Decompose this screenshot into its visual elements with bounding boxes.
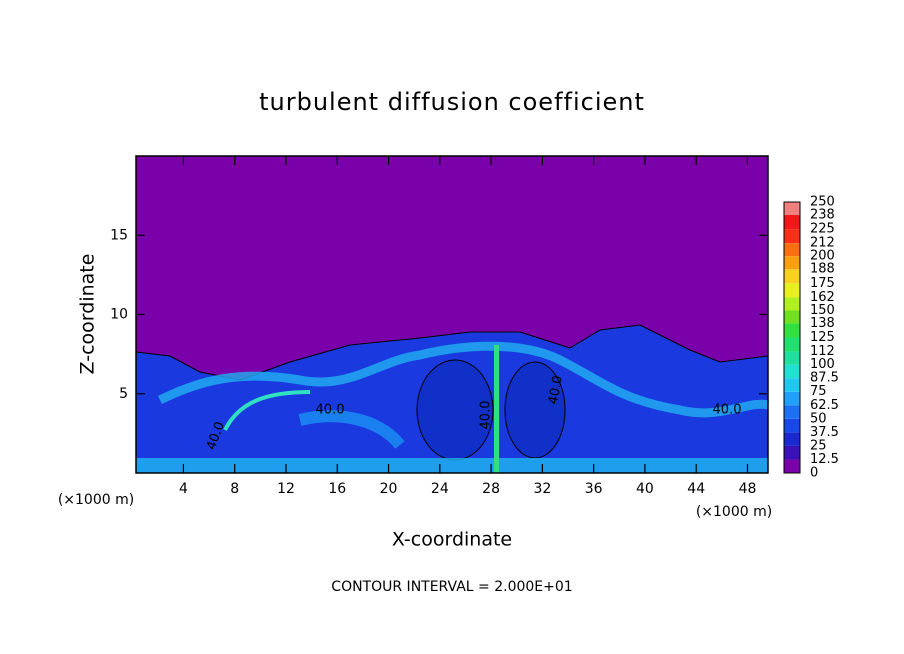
- x-tick-label: 40: [636, 481, 654, 497]
- colorbar-label: 175: [810, 276, 835, 291]
- field: [135, 156, 770, 474]
- x-tick-label: 16: [328, 481, 346, 497]
- surface-layer: [136, 458, 768, 473]
- updraft: [494, 345, 499, 473]
- colorbar-band: [784, 323, 800, 338]
- colorbar-label: 125: [810, 330, 835, 345]
- colorbar-band: [784, 391, 800, 406]
- x-tick-label: 20: [380, 481, 398, 497]
- y-tick-label: 15: [110, 227, 128, 243]
- colorbar-label: 0: [810, 466, 818, 481]
- x-tick-label: 36: [585, 481, 603, 497]
- x-tick-label: 12: [277, 481, 295, 497]
- x-tick-label: 28: [482, 481, 500, 497]
- chart-title: turbulent diffusion coefficient: [259, 88, 645, 116]
- y-tick-label: 10: [110, 307, 128, 323]
- colorbar-band: [784, 418, 800, 433]
- colorbar-frame: [783, 201, 801, 474]
- shear-band: [223, 390, 311, 431]
- colorbar-band: [784, 256, 800, 270]
- colorbar-band: [784, 445, 800, 460]
- colorbar-label: 75: [810, 384, 827, 399]
- colorbar-label: 25: [810, 438, 827, 453]
- shear-band: [157, 341, 770, 418]
- colorbar-label: 50: [810, 411, 827, 426]
- colorbar-label: 12.5: [810, 452, 839, 467]
- colorbar-label: 138: [810, 316, 835, 331]
- colorbar-band: [784, 459, 800, 473]
- colorbar-label: 100: [810, 357, 835, 372]
- x-tick-label: 32: [533, 481, 551, 497]
- shear-band: [298, 410, 405, 449]
- x-tick-label: 24: [431, 481, 449, 497]
- x-tick-label: 48: [739, 481, 757, 497]
- contour-label: 40.0: [479, 401, 494, 430]
- colorbar-label: 112: [810, 344, 835, 359]
- x-unit: (×1000 m): [696, 504, 772, 520]
- colorbar-label: 62.5: [810, 398, 839, 413]
- colorbar-band: [784, 310, 800, 324]
- colorbar-band: [784, 202, 800, 216]
- x-tick-label: 8: [230, 481, 239, 497]
- x-tick-label: 4: [179, 481, 188, 497]
- colorbar-label: 162: [810, 290, 835, 305]
- contour-label: 40.0: [713, 403, 742, 418]
- colorbar-band: [784, 283, 800, 298]
- colorbar-label: 212: [810, 236, 835, 251]
- colorbar-band: [784, 243, 800, 257]
- colorbar-band: [784, 229, 800, 244]
- footnote: CONTOUR INTERVAL = 2.000E+01: [331, 579, 572, 595]
- y-tick-label: 5: [119, 386, 128, 402]
- colorbar-band: [784, 378, 800, 392]
- colorbar-label: 250: [810, 195, 835, 210]
- colorbar-label: 225: [810, 222, 835, 237]
- colorbar-band: [784, 364, 800, 379]
- y-axis-label: Z-coordinate: [77, 254, 99, 375]
- colorbar-label: 238: [810, 208, 835, 223]
- contour-label: 40.0: [546, 374, 566, 405]
- colorbar-band: [784, 269, 800, 284]
- contour-label: 40.0: [316, 403, 345, 418]
- colorbar-label: 150: [810, 303, 835, 318]
- colorbar-label: 87.5: [810, 371, 839, 386]
- colorbar-band: [784, 432, 800, 446]
- x-tick-label: 44: [687, 481, 705, 497]
- colorbar-band: [784, 215, 800, 230]
- colorbar-band: [784, 405, 800, 419]
- colorbar-label: 37.5: [810, 425, 839, 440]
- colorbar-label: 200: [810, 249, 835, 264]
- colorbar-band: [784, 297, 800, 311]
- colorbar-label: 188: [810, 262, 835, 277]
- x-axis-label: X-coordinate: [392, 529, 512, 551]
- colorbar-band: [784, 337, 800, 352]
- y-unit: (×1000 m): [58, 492, 134, 508]
- colorbar-band: [784, 351, 800, 365]
